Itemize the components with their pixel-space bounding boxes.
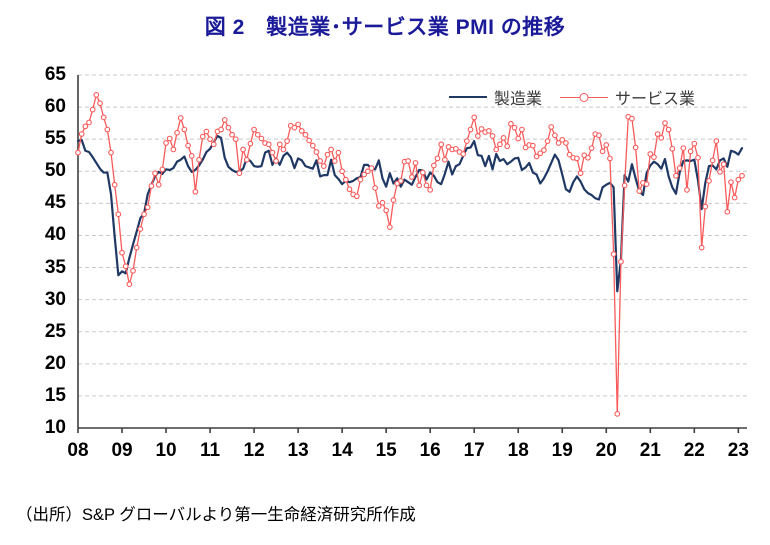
y-tick-label: 20 bbox=[44, 352, 66, 374]
x-tick-label: 11 bbox=[200, 440, 221, 461]
x-tick-label: 09 bbox=[111, 440, 133, 461]
y-tick-label: 30 bbox=[44, 288, 66, 310]
y-tick-label: 45 bbox=[44, 192, 66, 214]
x-tick-label: 22 bbox=[683, 440, 705, 461]
x-tick-label: 08 bbox=[67, 440, 89, 461]
y-tick-label: 35 bbox=[44, 256, 66, 278]
x-tick-label: 15 bbox=[375, 440, 397, 461]
x-tick-label: 18 bbox=[507, 440, 529, 461]
source-note: （出所）S&P グローバルより第一生命経済研究所作成 bbox=[16, 506, 416, 524]
y-tick-label: 25 bbox=[44, 320, 66, 342]
x-tick-label: 21 bbox=[639, 440, 661, 461]
y-tick-label: 10 bbox=[44, 417, 66, 438]
x-tick-label: 17 bbox=[463, 440, 485, 461]
services-line-swatch bbox=[560, 92, 609, 102]
y-tick-label: 65 bbox=[44, 64, 66, 85]
y-tick-label: 50 bbox=[44, 160, 66, 182]
y-axis-labels: 10 15 20 25 30 35 40 45 50 55 60 65 bbox=[0, 0, 70, 545]
y-tick-label: 55 bbox=[44, 128, 66, 150]
x-axis-labels: 08 09 10 11 12 13 14 15 16 17 18 19 20 21 22 23 bbox=[0, 440, 770, 466]
chart-title: 図 2 製造業･サービス業 PMI の推移 bbox=[204, 16, 566, 39]
x-tick-label: 19 bbox=[551, 440, 573, 461]
services-marker-icon bbox=[579, 92, 589, 102]
x-tick-label: 10 bbox=[155, 440, 177, 461]
y-tick-label: 15 bbox=[44, 384, 66, 406]
legend-label-services: サービス業 bbox=[615, 91, 696, 108]
legend-item-services: サービス業 bbox=[560, 85, 695, 109]
x-tick-label: 13 bbox=[287, 440, 309, 461]
x-tick-label: 14 bbox=[331, 440, 353, 461]
manufacturing-line-swatch bbox=[449, 96, 487, 98]
y-tick-label: 40 bbox=[44, 224, 66, 246]
x-tick-label: 20 bbox=[595, 440, 617, 461]
legend-item-manufacturing: 製造業 bbox=[449, 85, 542, 109]
x-tick-label: 12 bbox=[243, 440, 265, 461]
legend-label-manufacturing: 製造業 bbox=[494, 91, 543, 108]
legend: 製造業 サービス業 bbox=[449, 85, 695, 109]
x-tick-label: 16 bbox=[419, 440, 441, 461]
x-tick-label: 23 bbox=[727, 440, 749, 461]
y-tick-label: 60 bbox=[44, 96, 66, 118]
